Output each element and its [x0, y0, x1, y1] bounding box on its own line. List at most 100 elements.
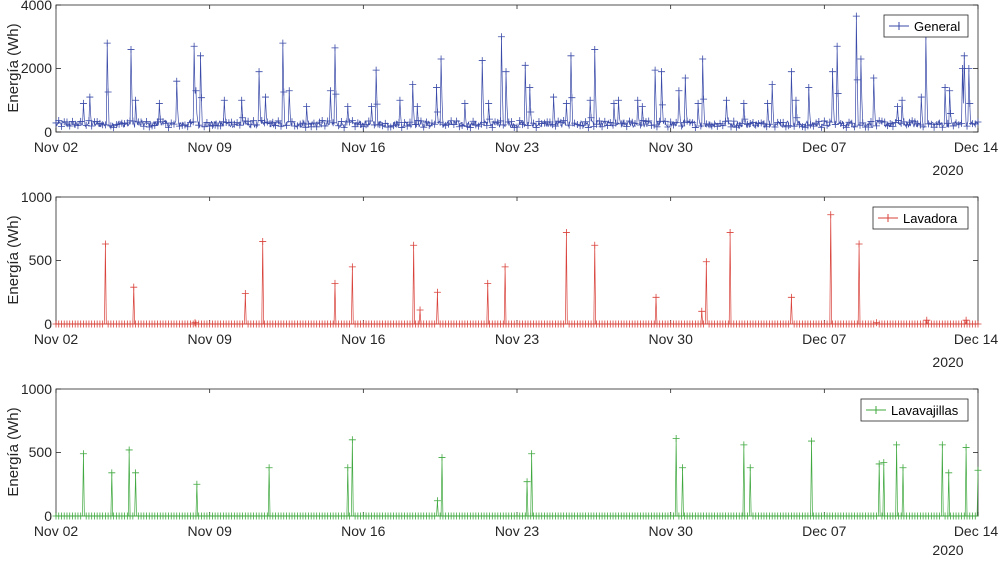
panel-lavavajillas: Energía (Wh) 1000 500 0 Lavavajillas Nov… — [5, 381, 998, 558]
xtick-label-nov30: Nov 30 — [649, 331, 694, 347]
data-marker-general — [63, 118, 71, 126]
peak-marker-lavadora — [259, 237, 267, 245]
data-marker-general — [765, 120, 773, 128]
xtick-label-nov16: Nov 16 — [341, 523, 386, 539]
data-marker-general — [719, 122, 727, 130]
data-marker-general — [239, 114, 247, 122]
peak-marker-lavavajillas — [672, 435, 680, 443]
peak-marker-lavadora — [787, 293, 795, 301]
xtick-label-nov30: Nov 30 — [649, 139, 694, 155]
peak-marker-lavavajillas — [746, 464, 754, 472]
peak-marker-general — [833, 42, 841, 50]
data-marker-general — [785, 122, 793, 130]
peak-marker-general — [127, 45, 135, 53]
peak-marker-general — [220, 96, 228, 104]
data-marker-general — [757, 119, 765, 127]
data-marker-general — [779, 118, 787, 126]
data-marker-general — [411, 121, 419, 129]
data-marker-general — [834, 89, 842, 97]
data-marker-general — [373, 100, 381, 108]
plot-area-lavadora — [55, 196, 979, 325]
data-marker-general — [738, 119, 746, 127]
xtick-label-dec14: Dec 14 — [954, 331, 999, 347]
peak-marker-lavadora — [484, 279, 492, 287]
legend-label-lavavajillas: Lavavajillas — [891, 403, 959, 418]
data-marker-general — [217, 122, 225, 130]
data-marker-general — [354, 119, 362, 127]
data-marker-general — [431, 120, 439, 128]
xtick-label-nov16: Nov 16 — [341, 139, 386, 155]
data-marker-general — [101, 121, 109, 129]
data-marker-general — [250, 117, 258, 125]
data-marker-general — [68, 117, 76, 125]
xtick-label-nov23: Nov 23 — [495, 331, 540, 347]
data-marker-general — [497, 117, 505, 125]
data-marker-general — [702, 120, 710, 128]
data-marker-general — [735, 121, 743, 129]
legend-lavavajillas[interactable]: Lavavajillas — [860, 398, 969, 422]
legend-lavadora[interactable]: Lavadora — [872, 206, 969, 230]
peak-marker-general — [658, 68, 666, 76]
xtick-label-nov23: Nov 23 — [495, 523, 540, 539]
data-marker-general — [392, 120, 400, 128]
peak-marker-general — [409, 80, 417, 88]
xtick-label-nov23: Nov 23 — [495, 139, 540, 155]
data-marker-general — [620, 119, 628, 127]
data-marker-general — [859, 119, 867, 127]
data-marker-general — [820, 117, 828, 125]
peak-marker-general — [461, 99, 469, 107]
legend-general[interactable]: General — [883, 14, 969, 38]
peak-marker-general — [615, 96, 623, 104]
legend-box-general — [883, 14, 969, 38]
peak-marker-general — [787, 68, 795, 76]
data-marker-general — [653, 123, 661, 131]
peak-marker-lavadora — [191, 319, 199, 327]
peak-marker-general — [634, 96, 642, 104]
data-marker-general — [121, 120, 129, 128]
data-marker-general — [626, 117, 634, 125]
peak-marker-general — [740, 99, 748, 107]
data-marker-general — [823, 121, 831, 129]
peak-marker-general — [478, 57, 486, 65]
data-marker-general — [790, 122, 798, 130]
peak-marker-general — [917, 93, 925, 101]
peak-marker-lavadora — [410, 241, 418, 249]
data-marker-general — [66, 122, 74, 130]
data-marker-general — [582, 118, 590, 126]
peak-marker-general — [433, 84, 441, 92]
peak-marker-general — [132, 96, 140, 104]
ytick-label-lavavajillas-mid: 500 — [29, 444, 53, 460]
data-marker-general — [433, 108, 441, 116]
data-marker-general — [455, 123, 463, 131]
peak-marker-general — [675, 87, 683, 95]
peak-marker-general — [326, 87, 334, 95]
data-marker-general — [831, 120, 839, 128]
peak-marker-lavadora — [501, 263, 509, 271]
year-label-general: 2020 — [932, 162, 963, 178]
data-marker-general — [266, 120, 274, 128]
data-marker-general — [362, 121, 370, 129]
peak-marker-general — [192, 87, 200, 95]
data-marker-general — [826, 118, 834, 126]
peak-marker-lavadora — [652, 293, 660, 301]
peak-marker-general — [870, 74, 878, 82]
data-marker-general — [617, 120, 625, 128]
data-marker-general — [551, 122, 559, 130]
data-marker-general — [933, 120, 941, 128]
data-marker-general — [886, 120, 894, 128]
data-marker-general — [642, 118, 650, 126]
peak-marker-lavavajillas — [433, 497, 441, 505]
data-marker-general — [272, 122, 280, 130]
legend-box-lavavajillas — [860, 398, 969, 422]
data-marker-general — [175, 122, 183, 130]
data-marker-general — [197, 94, 205, 102]
data-marker-general — [422, 118, 430, 126]
data-marker-general — [527, 108, 535, 116]
data-marker-general — [458, 122, 466, 130]
data-marker-general — [730, 117, 738, 125]
peak-marker-general — [562, 99, 570, 107]
data-marker-general — [400, 119, 408, 127]
data-marker-general — [499, 121, 507, 129]
